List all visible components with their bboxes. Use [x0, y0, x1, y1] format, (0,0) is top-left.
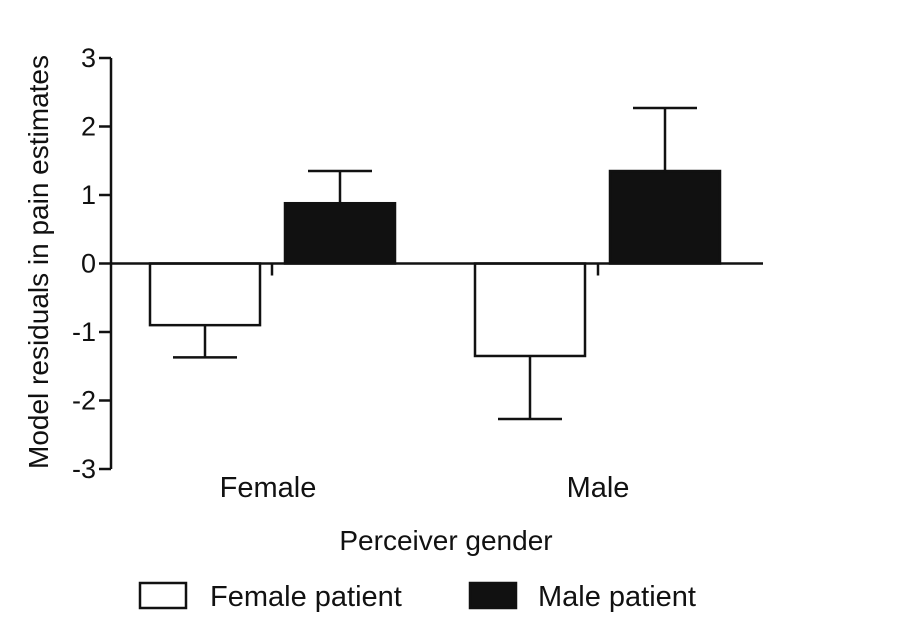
y-axis-title: Model residuals in pain estimates	[23, 55, 54, 469]
y-tick-label: 2	[81, 112, 96, 142]
y-tick-label: -2	[72, 386, 96, 416]
bar-female-patient-female	[148, 262, 262, 327]
legend: Female patient Male patient	[138, 581, 696, 613]
y-tick-label: -3	[72, 454, 96, 484]
y-tick-label: 0	[81, 249, 96, 279]
y-tick-label: -1	[72, 317, 96, 347]
bar-male-patient-female	[283, 201, 397, 265]
legend-swatch-female-patient	[138, 581, 188, 610]
category-labels-layer: Female Male	[220, 472, 630, 504]
legend-label-male-patient: Male patient	[538, 581, 696, 613]
x-axis-title: Perceiver gender	[339, 525, 552, 556]
y-tick-label: 1	[81, 180, 96, 210]
y-ticks-layer: 3 2 1 0 -1 -2 -3	[72, 43, 111, 484]
bar-male-patient-male	[608, 169, 722, 265]
legend-swatch-male-patient	[468, 581, 518, 610]
x-category-label-female: Female	[220, 472, 317, 504]
legend-label-female-patient: Female patient	[210, 581, 402, 613]
x-category-label-male: Male	[567, 472, 630, 504]
error-bars-layer	[173, 106, 697, 421]
bar-female-patient-male	[473, 262, 587, 358]
y-tick-label: 3	[81, 43, 96, 73]
